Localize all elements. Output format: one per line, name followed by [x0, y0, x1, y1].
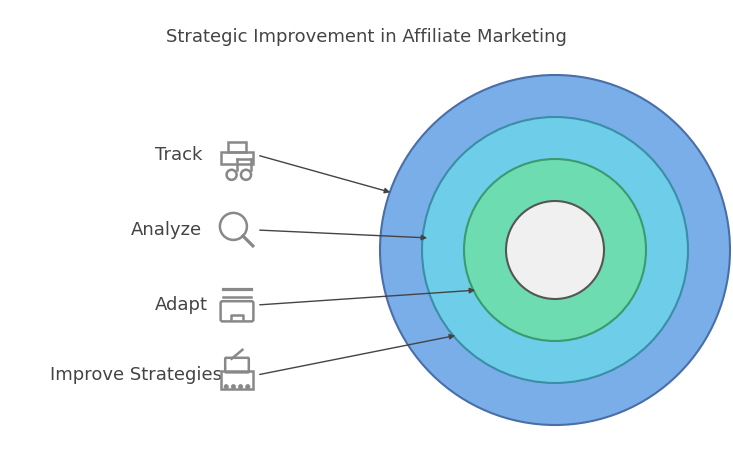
Bar — [221, 152, 253, 164]
Text: Adapt: Adapt — [155, 296, 208, 314]
Circle shape — [231, 385, 235, 389]
Circle shape — [464, 159, 646, 341]
Circle shape — [506, 201, 604, 299]
Circle shape — [224, 385, 229, 389]
Circle shape — [238, 385, 243, 389]
Text: Improve Strategies: Improve Strategies — [50, 366, 222, 384]
Bar — [221, 371, 253, 389]
Text: Track: Track — [155, 146, 202, 164]
Text: Analyze: Analyze — [131, 221, 202, 239]
Circle shape — [380, 75, 730, 425]
Bar — [228, 142, 246, 152]
Text: Strategic Improvement in Affiliate Marketing: Strategic Improvement in Affiliate Marke… — [166, 28, 567, 46]
Circle shape — [422, 117, 688, 383]
Circle shape — [246, 385, 250, 389]
